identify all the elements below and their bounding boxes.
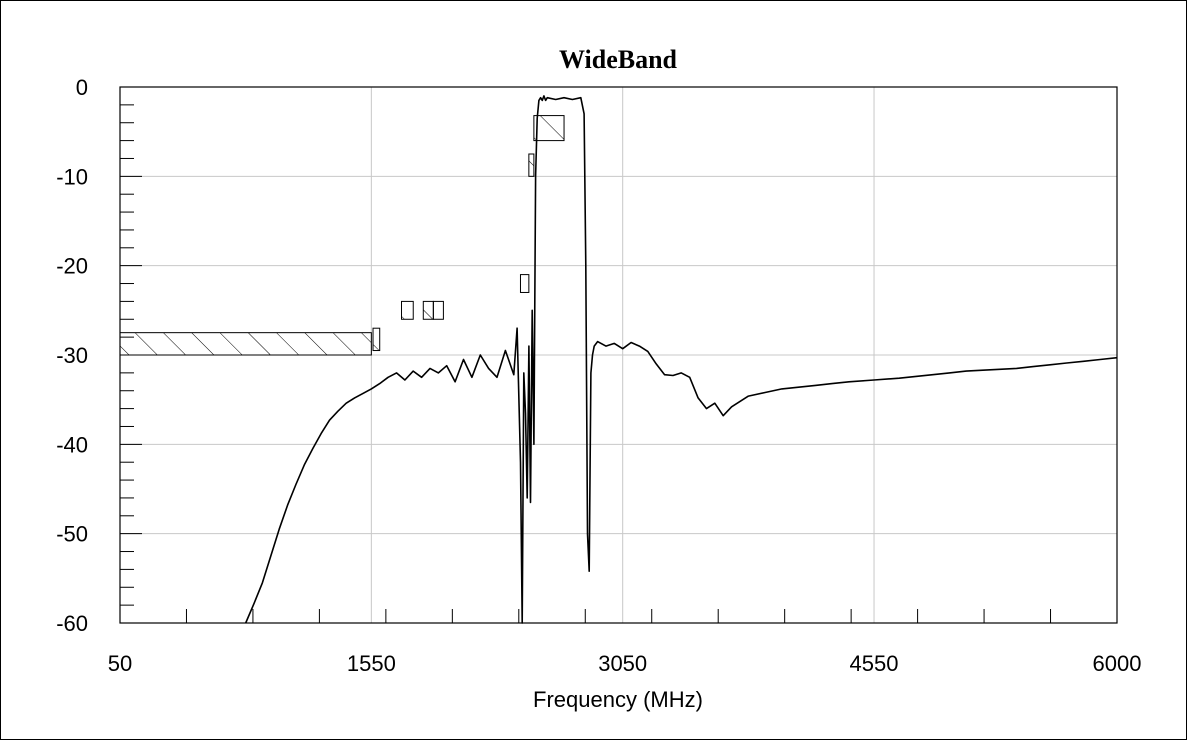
y-tick-label: -60 <box>56 611 88 636</box>
y-tick-label: -10 <box>56 164 88 189</box>
limit-mask <box>401 300 414 320</box>
minor-ticks <box>120 86 1052 624</box>
limit-mask <box>528 153 535 177</box>
x-tick-label: 6000 <box>1093 651 1142 676</box>
y-tick-label: 0 <box>76 75 88 100</box>
y-tick-label: -40 <box>56 432 88 457</box>
chart-title: WideBand <box>559 45 678 74</box>
y-tick-labels: 0 -10 -20 -30 -40 -50 -60 <box>56 75 88 636</box>
limit-mask <box>519 274 530 293</box>
limit-mask <box>533 115 565 142</box>
limit-mask <box>432 300 444 320</box>
x-tick-label: 50 <box>108 651 132 676</box>
limit-mask <box>372 327 381 352</box>
plot-border <box>119 86 1118 624</box>
x-tick-label: 4550 <box>850 651 899 676</box>
x-tick-labels: 50 1550 3050 4550 6000 <box>108 651 1142 676</box>
x-axis-title: Frequency (MHz) <box>533 687 703 712</box>
limit-mask <box>422 300 434 320</box>
limit-mask <box>119 332 372 356</box>
y-tick-label: -20 <box>56 254 88 279</box>
x-tick-label: 1550 <box>347 651 396 676</box>
x-tick-label: 3050 <box>598 651 647 676</box>
limit-masks <box>119 115 565 356</box>
y-tick-label: -50 <box>56 522 88 547</box>
series-line <box>244 95 1118 624</box>
y-tick-label: -30 <box>56 343 88 368</box>
